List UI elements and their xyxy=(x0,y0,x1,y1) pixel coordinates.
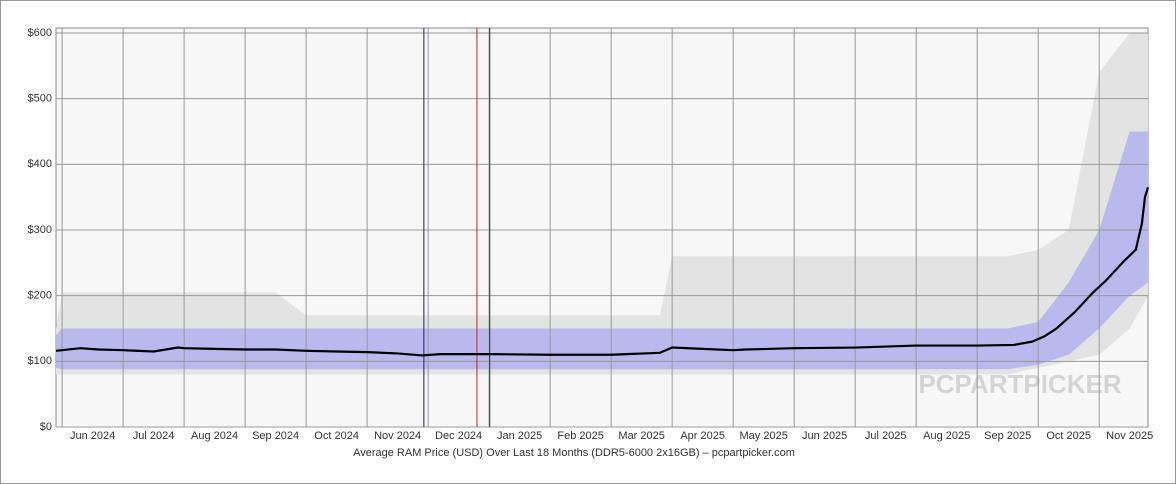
x-axis-title: Average RAM Price (USD) Over Last 18 Mon… xyxy=(353,447,795,459)
y-tick-label: $500 xyxy=(28,93,52,105)
x-tick-label: Feb 2025 xyxy=(557,430,603,442)
y-tick-label: $600 xyxy=(28,27,52,39)
x-tick-label: Jun 2024 xyxy=(70,430,115,442)
x-tick-label: Nov 2024 xyxy=(374,430,421,442)
x-tick-label: May 2025 xyxy=(740,430,788,442)
y-tick-label: $100 xyxy=(28,355,52,367)
x-tick-label: Jul 2024 xyxy=(133,430,175,442)
y-tick-label: $0 xyxy=(40,421,52,433)
x-tick-label: Sep 2025 xyxy=(984,430,1031,442)
x-tick-label: Mar 2025 xyxy=(618,430,664,442)
price-range-band xyxy=(56,131,1148,370)
x-tick-label: Aug 2024 xyxy=(191,430,238,442)
x-tick-label: Sep 2024 xyxy=(252,430,299,442)
x-tick-label: Aug 2025 xyxy=(923,430,970,442)
x-tick-label: Oct 2024 xyxy=(314,430,359,442)
y-tick-label: $400 xyxy=(28,158,52,170)
x-tick-label: Oct 2025 xyxy=(1046,430,1091,442)
x-tick-label: Apr 2025 xyxy=(680,430,725,442)
average-price-line xyxy=(55,186,1150,357)
x-tick-label: Jul 2025 xyxy=(865,430,907,442)
watermark: PCPARTPICKER xyxy=(918,369,1121,399)
x-tick-label: Dec 2024 xyxy=(435,430,482,442)
y-tick-label: $200 xyxy=(28,290,52,302)
y-tick-label: $300 xyxy=(28,224,52,236)
x-tick-label: Jan 2025 xyxy=(497,430,542,442)
x-tick-label: Jun 2025 xyxy=(802,430,847,442)
x-tick-label: Nov 2025 xyxy=(1106,430,1153,442)
price-range-band xyxy=(56,33,1148,375)
